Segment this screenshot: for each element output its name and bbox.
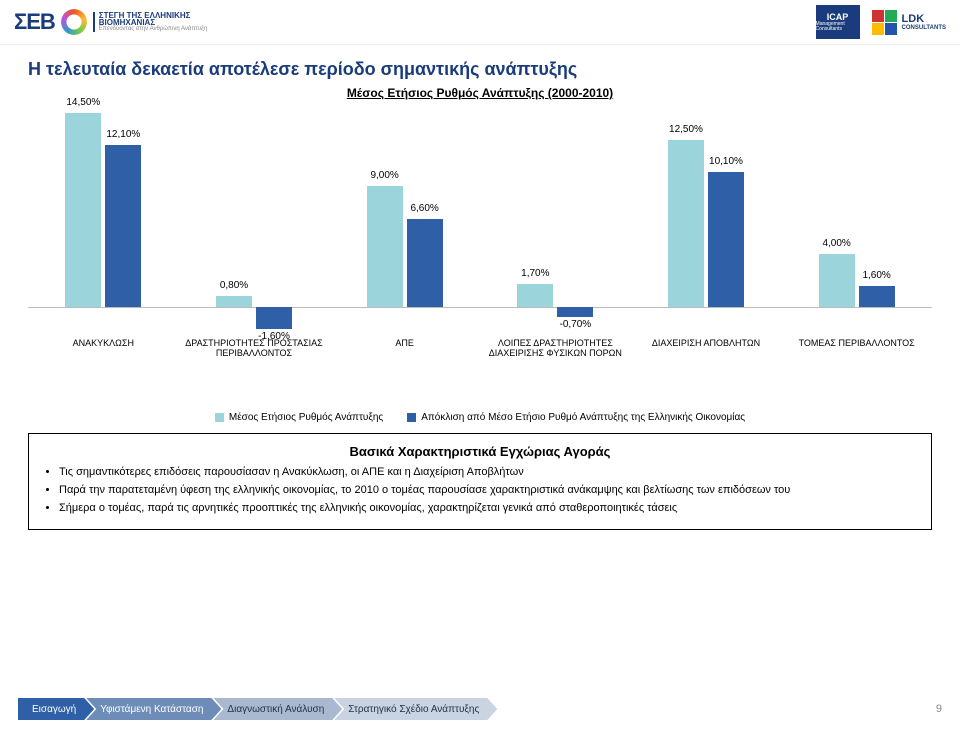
x-axis-label: ΤΟΜΕΑΣ ΠΕΡΙΒΑΛΛΟΝΤΟΣ (781, 338, 932, 348)
header-bar: ΣΕΒ ΣΤΕΓΗ ΤΗΣ ΕΛΛΗΝΙΚΗΣ ΒΙΟΜΗΧΑΝΙΑΣ Επεν… (0, 0, 960, 45)
bar (557, 307, 593, 316)
breadcrumb-step: Στρατηγικό Σχέδιο Ανάπτυξης (334, 698, 497, 720)
ldk-logo: LDK CONSULTANTS (872, 10, 946, 35)
legend-item-2: Απόκλιση από Μέσο Ετήσιο Ρυθμό Ανάπτυξης… (407, 412, 745, 423)
bar (407, 219, 443, 308)
bar (256, 307, 292, 328)
x-axis-label: ΑΠΕ (329, 338, 480, 348)
bar-chart: 14,50%12,10%0,80%-1,60%9,00%6,60%1,70%-0… (28, 106, 932, 406)
summary-bullet: Τις σημαντικότερες επιδόσεις παρουσίασαν… (59, 465, 917, 480)
summary-box: Βασικά Χαρακτηριστικά Εγχώριας Αγοράς Τι… (28, 433, 932, 530)
summary-title: Βασικά Χαρακτηριστικά Εγχώριας Αγοράς (43, 444, 917, 459)
bar-label: 1,60% (847, 270, 907, 281)
breadcrumb-step: Υφιστάμενη Κατάσταση (86, 698, 221, 720)
bar-label: 1,70% (505, 268, 565, 279)
icap-logo: ICAP Management Consultants (816, 5, 860, 39)
bar-label: 12,50% (656, 124, 716, 135)
bar-label: 0,80% (204, 280, 264, 291)
slide: ΣΕΒ ΣΤΕΓΗ ΤΗΣ ΕΛΛΗΝΙΚΗΣ ΒΙΟΜΗΧΑΝΙΑΣ Επεν… (0, 0, 960, 730)
sev-tagline: Επενδύοντας στην Ανθρώπινη Ανάπτυξη (99, 27, 207, 33)
summary-list: Τις σημαντικότερες επιδόσεις παρουσίασαν… (43, 465, 917, 516)
page-number: 9 (936, 703, 942, 715)
bar-label: 14,50% (53, 97, 113, 108)
logos-right: ICAP Management Consultants LDK CONSULTA… (816, 5, 946, 39)
footer: ΕισαγωγήΥφιστάμενη ΚατάστασηΔιαγνωστική … (0, 698, 960, 720)
legend-item-1: Μέσος Ετήσιος Ρυθμός Ανάπτυξης (215, 412, 383, 423)
chart-subtitle: Μέσος Ετήσιος Ρυθμός Ανάπτυξης (2000-201… (28, 86, 932, 100)
bar (65, 113, 101, 307)
breadcrumb-step: Εισαγωγή (18, 698, 94, 720)
breadcrumb: ΕισαγωγήΥφιστάμενη ΚατάστασηΔιαγνωστική … (18, 698, 489, 720)
legend-swatch-1 (215, 413, 224, 422)
content: Η τελευταία δεκαετία αποτέλεσε περίοδο σ… (0, 45, 960, 530)
bar-label: 12,10% (93, 129, 153, 140)
x-axis-label: ΛΟΙΠΕΣ ΔΡΑΣΤΗΡΙΟΤΗΤΕΣ ΔΙΑΧΕΙΡΙΣΗΣ ΦΥΣΙΚΩ… (480, 338, 631, 359)
x-axis-label: ΔΙΑΧΕΙΡΙΣΗ ΑΠΟΒΛΗΤΩΝ (631, 338, 782, 348)
bar-label: 6,60% (395, 203, 455, 214)
breadcrumb-step: Διαγνωστική Ανάλυση (213, 698, 342, 720)
bar (708, 172, 744, 307)
bar (216, 296, 252, 307)
chart-legend: Μέσος Ετήσιος Ρυθμός Ανάπτυξης Απόκλιση … (28, 412, 932, 423)
x-axis-label: ΑΝΑΚΥΚΛΩΣΗ (28, 338, 179, 348)
sunburst-icon (61, 9, 87, 35)
sev-letters: ΣΕΒ (14, 9, 55, 35)
bar-label: 9,00% (355, 170, 415, 181)
summary-bullet: Σήμερα ο τομέας, παρά τις αρνητικές προο… (59, 501, 917, 516)
page-title: Η τελευταία δεκαετία αποτέλεσε περίοδο σ… (28, 59, 932, 80)
bar-label: -0,70% (545, 319, 605, 330)
bar (105, 145, 141, 307)
bar (859, 286, 895, 307)
bar-label: 4,00% (807, 238, 867, 249)
bar (517, 284, 553, 307)
legend-swatch-2 (407, 413, 416, 422)
logo-sev: ΣΕΒ ΣΤΕΓΗ ΤΗΣ ΕΛΛΗΝΙΚΗΣ ΒΙΟΜΗΧΑΝΙΑΣ Επεν… (14, 9, 207, 35)
bar-label: 10,10% (696, 156, 756, 167)
summary-bullet: Παρά την παρατεταμένη ύφεση της ελληνική… (59, 483, 917, 498)
x-axis-label: ΔΡΑΣΤΗΡΙΟΤΗΤΕΣ ΠΡΟΣΤΑΣΙΑΣ ΠΕΡΙΒΑΛΛΟΝΤΟΣ (179, 338, 330, 359)
